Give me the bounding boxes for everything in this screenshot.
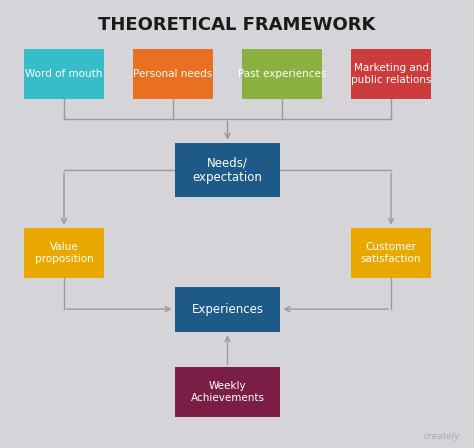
FancyBboxPatch shape [133, 49, 213, 99]
Text: Past experiences: Past experiences [238, 69, 326, 79]
Text: THEORETICAL FRAMEWORK: THEORETICAL FRAMEWORK [98, 16, 376, 34]
FancyBboxPatch shape [175, 287, 280, 332]
FancyBboxPatch shape [24, 49, 104, 99]
Text: creately: creately [423, 432, 460, 441]
Text: Needs/
expectation: Needs/ expectation [192, 156, 263, 184]
FancyBboxPatch shape [175, 367, 280, 417]
Text: Marketing and
public relations: Marketing and public relations [351, 63, 431, 85]
FancyBboxPatch shape [24, 228, 104, 278]
Text: Word of mouth: Word of mouth [25, 69, 103, 79]
Text: Value
proposition: Value proposition [35, 242, 93, 264]
FancyBboxPatch shape [351, 228, 431, 278]
FancyBboxPatch shape [242, 49, 322, 99]
FancyBboxPatch shape [175, 143, 280, 197]
Text: Weekly
Achievements: Weekly Achievements [191, 381, 264, 403]
Text: Customer
satisfaction: Customer satisfaction [361, 242, 421, 264]
FancyBboxPatch shape [351, 49, 431, 99]
Text: Experiences: Experiences [191, 302, 264, 316]
Text: Personal needs: Personal needs [133, 69, 213, 79]
